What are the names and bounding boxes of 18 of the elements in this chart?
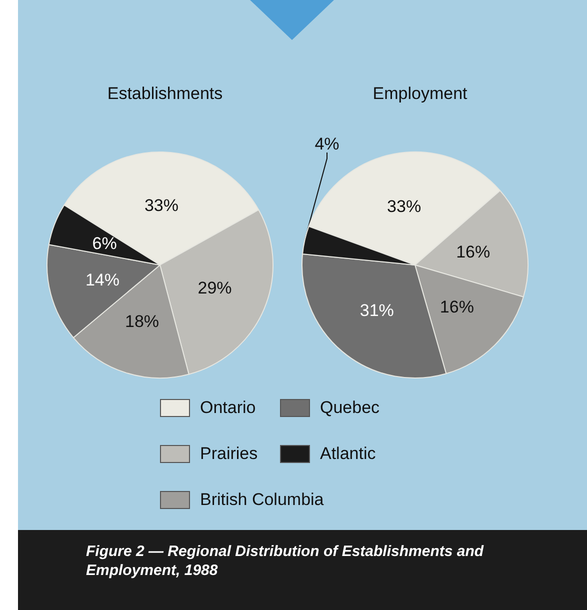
legend-label: Ontario: [200, 398, 256, 418]
legend-label: British Columbia: [200, 490, 324, 510]
data-label: 33%: [387, 197, 422, 216]
legend-label: Atlantic: [320, 444, 376, 464]
data-label: 4%: [314, 134, 340, 154]
data-label: 14%: [85, 270, 120, 290]
data-label: 31%: [360, 301, 394, 320]
data-label: 33%: [144, 196, 178, 216]
data-label: 16%: [440, 298, 474, 317]
legend-label: Prairies: [200, 444, 258, 464]
legend-label: Quebec: [320, 398, 380, 418]
data-label: 16%: [456, 242, 490, 262]
slice-label: Establishments: [107, 84, 223, 103]
caption: Figure 2 — Regional Distribution of Establishments and Employment, 1988: [86, 542, 485, 580]
slice-label: Employment: [372, 84, 468, 103]
data-label: 6%: [92, 234, 117, 253]
data-label: 29%: [198, 278, 232, 298]
data-label: 18%: [124, 312, 160, 332]
